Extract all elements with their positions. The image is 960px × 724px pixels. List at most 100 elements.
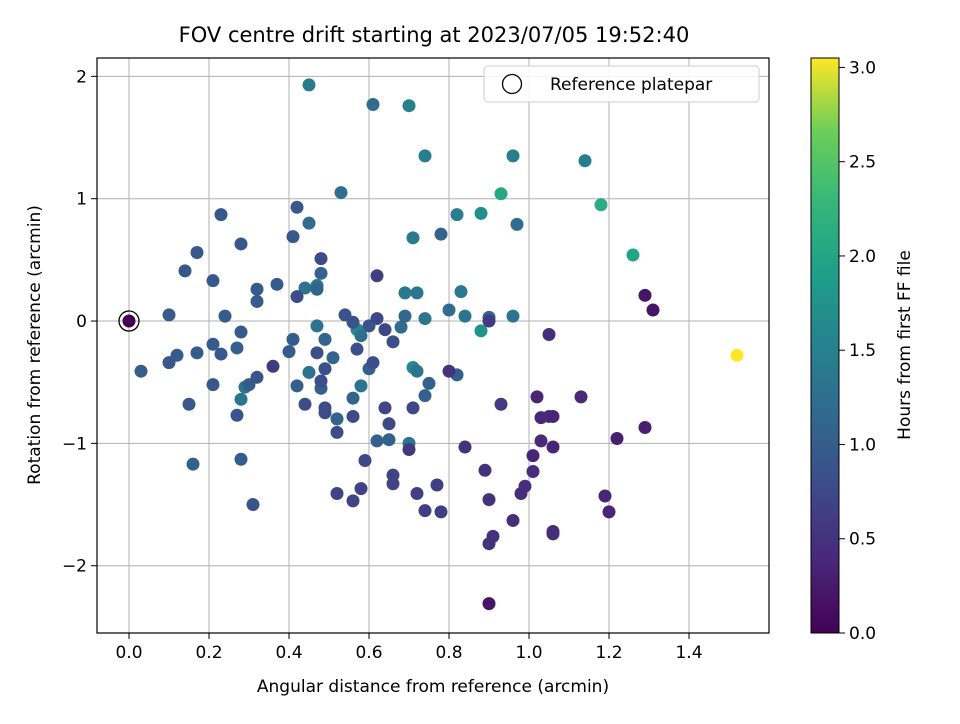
data-point <box>298 281 312 295</box>
x-tick-label: 1.0 <box>515 643 542 663</box>
data-point <box>506 149 520 163</box>
data-point <box>234 237 248 251</box>
data-point <box>594 198 608 212</box>
y-axis-ticks: −2 −1 0 1 2 <box>62 67 97 577</box>
x-tick-label: 1.4 <box>675 643 702 663</box>
data-point <box>350 342 364 356</box>
data-point <box>378 401 392 415</box>
colorbar <box>810 57 840 634</box>
colorbar-tick-label: 2.0 <box>849 247 876 267</box>
data-point <box>346 409 360 423</box>
data-point <box>330 487 344 501</box>
data-point <box>434 505 448 519</box>
data-point <box>286 230 300 244</box>
data-point <box>318 362 332 376</box>
data-point <box>302 216 316 230</box>
colorbar-ticks: 0.0 0.5 1.0 1.5 2.0 2.5 3.0 <box>839 58 876 644</box>
data-point <box>246 498 260 512</box>
data-point <box>314 252 328 266</box>
data-point <box>530 390 544 404</box>
data-point <box>354 482 368 496</box>
data-point <box>410 364 424 378</box>
data-point <box>326 351 340 365</box>
data-point <box>598 489 612 503</box>
data-point <box>526 465 540 479</box>
data-point <box>458 440 472 454</box>
data-point <box>330 425 344 439</box>
data-point <box>418 504 432 518</box>
data-point <box>378 323 392 337</box>
colorbar-tick-label: 2.5 <box>849 153 876 173</box>
data-point <box>410 286 424 300</box>
data-point <box>638 288 652 302</box>
data-point <box>638 420 652 434</box>
data-point <box>346 494 360 508</box>
data-point <box>454 285 468 299</box>
data-point <box>358 454 372 467</box>
data-point <box>494 187 508 201</box>
y-tick-label: 0 <box>76 312 87 332</box>
data-point <box>314 374 328 388</box>
colorbar-tick-label: 0.0 <box>849 624 876 644</box>
data-point <box>214 208 228 222</box>
x-tick-label: 0.8 <box>435 643 462 663</box>
data-point <box>482 597 496 611</box>
data-point <box>442 364 456 378</box>
data-point <box>474 324 488 338</box>
data-point <box>370 434 384 448</box>
data-point <box>206 378 220 392</box>
data-point <box>418 149 432 163</box>
x-tick-label: 0.0 <box>115 643 142 663</box>
colorbar-tick-label: 0.5 <box>849 530 876 550</box>
data-point <box>626 248 640 262</box>
data-point <box>354 379 368 393</box>
data-point <box>422 376 436 390</box>
data-point <box>282 345 296 359</box>
x-tick-label: 0.4 <box>275 643 302 663</box>
data-point <box>266 359 280 373</box>
data-point <box>418 389 432 403</box>
data-point <box>386 477 400 491</box>
data-point <box>250 294 264 308</box>
data-point <box>218 309 232 323</box>
data-point <box>602 505 616 519</box>
data-point <box>298 397 312 411</box>
x-tick-label: 0.2 <box>195 643 222 663</box>
data-point <box>534 434 548 448</box>
data-point <box>354 329 368 343</box>
data-point <box>482 314 496 328</box>
legend-marker-icon <box>501 73 523 95</box>
data-point <box>234 452 248 466</box>
data-point <box>234 392 248 406</box>
data-point <box>410 487 424 501</box>
data-point <box>190 346 204 360</box>
data-point <box>518 479 532 493</box>
data-point <box>314 266 328 280</box>
data-point <box>482 493 496 507</box>
data-point <box>434 227 448 241</box>
data-point <box>346 391 360 405</box>
data-point <box>382 417 396 431</box>
y-tick-label: 2 <box>76 67 87 87</box>
data-point <box>406 401 420 415</box>
legend-label: Reference platepar <box>550 75 712 95</box>
data-point <box>494 397 508 411</box>
data-point <box>330 412 344 426</box>
data-point <box>290 200 304 214</box>
y-tick-label: −1 <box>62 434 87 454</box>
data-point <box>290 290 304 304</box>
x-tick-label: 1.2 <box>595 643 622 663</box>
colorbar-tick-label: 1.0 <box>849 435 876 455</box>
reference-point-marker <box>118 310 140 332</box>
data-point <box>230 408 244 422</box>
chart-title: FOV centre drift starting at 2023/07/05 … <box>179 23 690 47</box>
plot-frame <box>96 57 770 634</box>
data-point <box>526 449 540 463</box>
x-axis-label: Angular distance from reference (arcmin) <box>257 677 609 697</box>
data-point <box>398 286 412 300</box>
data-point <box>310 319 324 333</box>
data-point <box>546 440 560 454</box>
x-tick-label: 0.6 <box>355 643 382 663</box>
